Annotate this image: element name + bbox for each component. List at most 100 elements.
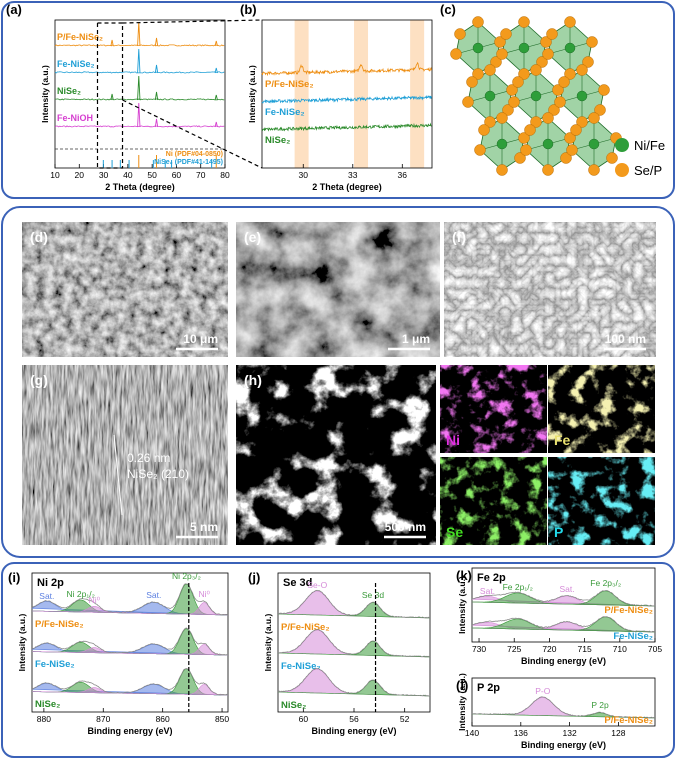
zoom-line	[122, 19, 263, 24]
component-label: Se 3d	[362, 590, 384, 600]
x-axis-label: Binding energy (eV)	[311, 726, 396, 736]
atom-se	[472, 16, 484, 28]
component-label: Se-O	[307, 580, 327, 590]
spectrum-label: Fe-NiSe₂	[613, 631, 653, 642]
atom-ni	[530, 90, 542, 102]
component-label: Fe 2p₁/₂	[503, 582, 533, 592]
atom-se	[542, 48, 554, 60]
xrd-peak	[137, 48, 141, 74]
atom-se	[564, 132, 576, 144]
atom-se	[508, 96, 520, 108]
atom-se	[514, 152, 526, 164]
map-label: P	[554, 524, 563, 540]
series-label: NiSe₂	[57, 86, 81, 96]
xrd-peak	[154, 37, 159, 47]
atom-se	[454, 28, 466, 40]
x-tick-label: 850	[215, 714, 229, 724]
spectrum-label: P/Fe-NiSe₂	[281, 622, 330, 633]
atom-se	[554, 96, 566, 108]
atom-se	[500, 28, 512, 40]
atom-se	[462, 96, 474, 108]
x-tick-label: 36	[398, 170, 408, 180]
atom-se	[566, 144, 578, 156]
x-tick-label: 70	[196, 170, 206, 180]
x-tick-label: 860	[156, 714, 170, 724]
legend-marker	[615, 138, 629, 152]
element-map	[440, 365, 547, 453]
scale-bar-label: 1 μm	[402, 332, 430, 346]
image-label: (g)	[30, 372, 48, 388]
micrograph	[236, 365, 436, 545]
x-tick-label: 20	[75, 170, 85, 180]
y-axis-label: Intensity (a.u.)	[263, 614, 273, 672]
map-label: Fe	[554, 432, 571, 448]
xrd-peak	[154, 64, 159, 74]
x-tick-label: 725	[507, 644, 521, 654]
panel-label: (l)	[456, 678, 468, 693]
panel-frame	[1, 1, 675, 199]
xrd-peak	[214, 94, 218, 101]
x-axis-label: 2 Theta (degree)	[312, 182, 382, 192]
element-map	[548, 365, 655, 453]
x-tick-label: 136	[514, 728, 528, 738]
scale-bar-label: 100 nm	[605, 332, 646, 346]
spectrum-label: NiSe₂	[35, 699, 60, 710]
spectrum-envelope	[278, 589, 431, 619]
atom-ni	[484, 90, 496, 102]
panel-label: (b)	[240, 2, 257, 17]
panel-label: (a)	[6, 2, 22, 17]
atom-ni	[576, 90, 588, 102]
atom-se	[536, 56, 548, 68]
map-label: Ni	[446, 432, 460, 448]
plot-frame	[471, 567, 656, 643]
zoom-box	[96, 22, 124, 169]
x-tick-label: 132	[563, 728, 577, 738]
atom-se	[552, 84, 564, 96]
image-annotation: NiSe₂ (210)	[127, 467, 189, 481]
atom-se	[518, 132, 530, 144]
atom-se	[588, 164, 600, 176]
lattice-marker	[113, 434, 123, 516]
atom-se	[530, 64, 542, 76]
xrd-peak	[137, 21, 141, 47]
element-map	[440, 457, 547, 545]
panel-label: (k)	[456, 568, 472, 583]
spectrum-envelope	[31, 627, 229, 656]
y-axis-label: Intensity (a.u.)	[40, 65, 50, 123]
x-tick-label: 720	[542, 644, 556, 654]
atom-se	[560, 152, 572, 164]
atom-se	[466, 76, 478, 88]
atom-se	[518, 68, 530, 80]
x-tick-label: 30	[299, 170, 309, 180]
x-tick-label: 705	[648, 644, 662, 654]
atom-se	[450, 48, 462, 60]
x-tick-label: 870	[96, 714, 110, 724]
image-label: (d)	[30, 229, 48, 245]
plot-frame	[31, 572, 229, 713]
plot-frame	[261, 19, 433, 169]
x-axis-label: Binding energy (eV)	[87, 726, 172, 736]
atom-ni	[496, 138, 508, 150]
atom-ni	[542, 138, 554, 150]
spectrum-envelope	[31, 668, 229, 696]
panel-label: (j)	[248, 570, 260, 585]
highlight-band	[410, 20, 425, 168]
x-tick-label: 128	[611, 728, 625, 738]
x-tick-label: 30	[99, 170, 109, 180]
image-label: (f)	[452, 229, 466, 245]
spectrum-label: P/Fe-NiSe₂	[35, 619, 84, 630]
spectrum-envelope	[278, 628, 431, 658]
atom-se	[496, 112, 508, 124]
panel-title: Ni 2p	[37, 577, 64, 589]
panel-frame	[1, 206, 675, 558]
atom-se	[576, 116, 588, 128]
atom-se	[564, 68, 576, 80]
spectrum-envelope	[471, 616, 656, 633]
x-tick-label: 33	[348, 170, 358, 180]
atom-se	[564, 16, 576, 28]
x-tick-label: 80	[220, 170, 230, 180]
atom-se	[558, 76, 570, 88]
atom-ni	[588, 138, 600, 150]
series-label: NiSe₂	[265, 135, 290, 146]
atom-se	[588, 112, 600, 124]
